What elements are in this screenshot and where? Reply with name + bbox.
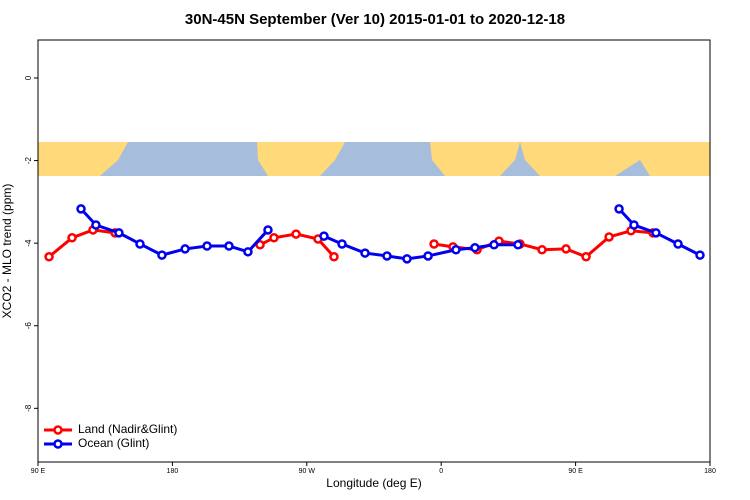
point: [44, 252, 54, 262]
x-tick-label: 0: [439, 468, 443, 475]
point: [470, 242, 480, 253]
point: [651, 228, 661, 238]
point: [67, 233, 77, 243]
point: [329, 252, 339, 262]
point: [255, 240, 265, 250]
x-axis-label: Longitude (deg E): [326, 476, 421, 490]
point: [157, 250, 167, 260]
land-shape: [38, 142, 128, 176]
y-tick-label: -6: [24, 322, 33, 330]
point: [202, 241, 212, 251]
x-tick-label: 180: [704, 468, 716, 475]
y-tick-label: 0: [24, 75, 33, 80]
y-tick-label: -8: [24, 404, 33, 412]
point: [429, 239, 439, 249]
point: [629, 220, 639, 230]
point: [269, 233, 279, 243]
point: [91, 220, 101, 230]
point: [114, 228, 124, 238]
point: [360, 248, 370, 258]
x-tick-label: 90 W: [299, 468, 316, 475]
point: [319, 231, 329, 241]
legend-marker: [53, 439, 63, 449]
point: [695, 250, 705, 260]
point: [673, 239, 683, 249]
land-shape: [257, 142, 345, 176]
point: [423, 251, 433, 261]
map-band: [38, 142, 710, 176]
x-tick-label: 90 E: [568, 468, 583, 475]
point: [614, 204, 624, 214]
point: [451, 245, 461, 255]
y-tick-label: -2: [24, 156, 33, 164]
point: [291, 229, 301, 239]
point: [537, 245, 547, 255]
legend-label: Ocean (Glint): [78, 436, 149, 450]
point: [561, 244, 571, 254]
x-tick-label: 180: [167, 468, 179, 475]
point: [243, 247, 253, 257]
y-tick-label: -4: [24, 239, 33, 247]
land-shape: [430, 142, 520, 176]
point: [135, 239, 145, 249]
y-axis-label: XCO2 - MLO trend (ppm): [0, 184, 14, 319]
x-tick-label: 90 E: [31, 468, 46, 475]
point: [382, 251, 392, 261]
point: [76, 204, 86, 214]
chart-title: 30N-45N September (Ver 10) 2015-01-01 to…: [185, 11, 565, 28]
legend-label: Land (Nadir&Glint): [78, 422, 177, 436]
point: [180, 244, 190, 254]
plot-frame: [37, 39, 711, 463]
point: [337, 239, 347, 249]
point: [604, 232, 614, 242]
point: [581, 252, 591, 262]
point: [224, 241, 234, 251]
point: [513, 240, 523, 250]
point: [402, 254, 412, 264]
legend-marker: [53, 425, 63, 435]
land-shape: [520, 142, 710, 176]
point: [263, 225, 273, 235]
point: [489, 240, 499, 250]
